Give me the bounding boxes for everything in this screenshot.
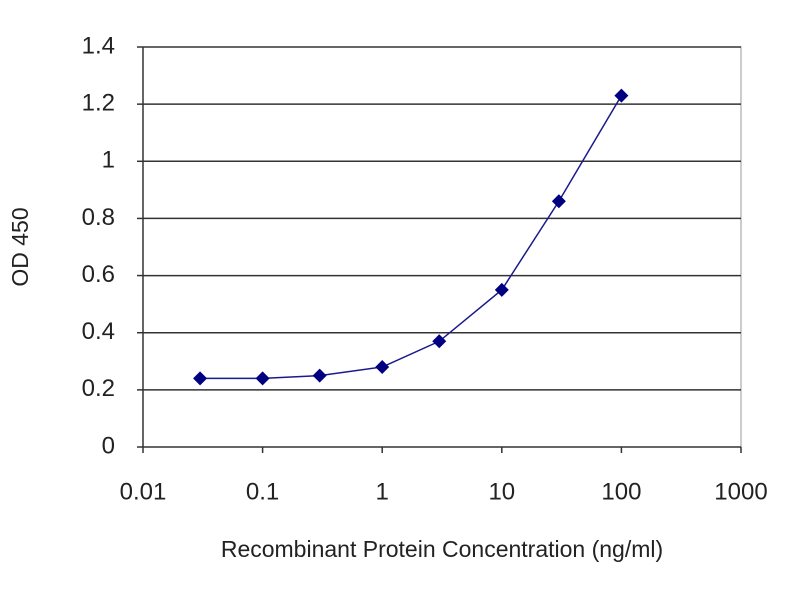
marker xyxy=(432,334,447,349)
x-axis-title: Recombinant Protein Concentration (ng/ml… xyxy=(221,536,663,562)
y-tick-label: 0.6 xyxy=(82,261,115,288)
marker xyxy=(614,88,629,103)
y-tick-label: 1.2 xyxy=(82,89,115,116)
x-tick-label: 100 xyxy=(601,478,641,505)
y-tick-label: 0.8 xyxy=(82,204,115,231)
marker xyxy=(375,360,390,374)
y-tick-label: 0.4 xyxy=(82,318,115,345)
line xyxy=(200,95,623,380)
marker xyxy=(255,371,270,386)
y-tick-label: 0 xyxy=(102,432,115,459)
x-tick-label: 10 xyxy=(488,478,515,505)
x-tick-label: 0.1 xyxy=(246,478,279,505)
y-tick-label: 1.4 xyxy=(82,32,115,59)
plot-area xyxy=(142,46,742,448)
marker xyxy=(193,371,208,386)
x-tick-label: 1 xyxy=(376,478,389,505)
x-tick-label: 1000 xyxy=(714,478,767,505)
y-tick-label: 1 xyxy=(102,147,115,174)
marker xyxy=(494,282,509,297)
x-tick-label: 0.01 xyxy=(120,478,167,505)
marker xyxy=(551,194,566,209)
y-axis-title: OD 450 xyxy=(7,207,33,286)
marker xyxy=(312,368,327,383)
y-tick-label: 0.2 xyxy=(82,375,115,402)
